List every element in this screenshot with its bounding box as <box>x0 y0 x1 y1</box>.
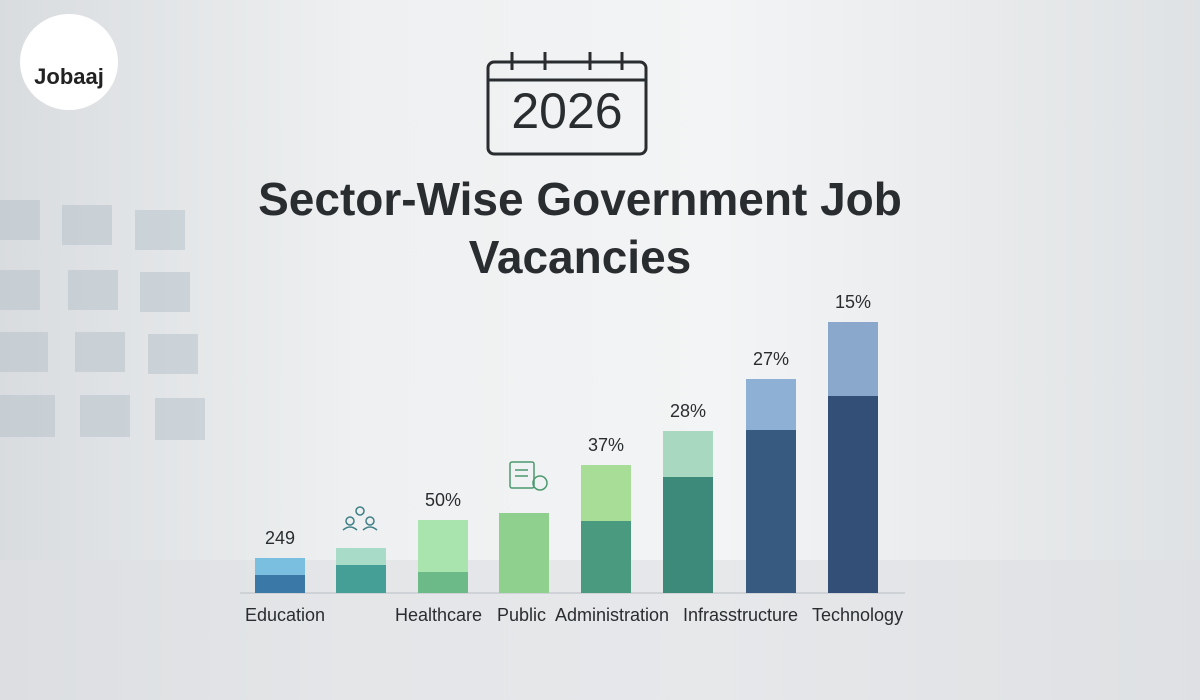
bar-segment <box>663 431 713 477</box>
data-label: 249 <box>265 528 295 548</box>
bar-segment <box>663 477 713 593</box>
calendar-icon <box>486 52 648 156</box>
bar-segment <box>828 396 878 593</box>
bar-segment <box>418 572 468 593</box>
logo-text[interactable]: Jobaaj <box>34 64 104 89</box>
data-label: 50% <box>425 490 461 510</box>
data-label: 37% <box>588 435 624 455</box>
bar-segment <box>418 520 468 572</box>
people-icon <box>342 506 378 531</box>
bar-segment <box>499 513 549 593</box>
background-blur <box>0 200 205 440</box>
data-label: 28% <box>670 401 706 421</box>
data-label: 15% <box>835 292 871 312</box>
bar-segment <box>336 548 386 565</box>
bar-segment <box>255 558 305 575</box>
year-badge: 2026 <box>511 83 623 139</box>
x-tick-label: Education <box>245 605 325 625</box>
x-tick-label: Healthcare <box>395 605 482 625</box>
bar-segment <box>746 430 796 593</box>
document-icon <box>509 461 548 491</box>
x-tick-label: Infrasstructure <box>683 605 798 625</box>
data-label: 27% <box>753 349 789 369</box>
bar-segment <box>336 565 386 593</box>
x-tick-label: Public <box>497 605 546 625</box>
logo[interactable]: Jobaaj <box>20 14 118 110</box>
chart-title: Sector-Wise Government Job Vacancies <box>258 173 902 283</box>
x-tick-label: Administration <box>555 605 669 625</box>
bar-segment <box>255 575 305 593</box>
bar-segment <box>746 379 796 430</box>
x-tick-label: Technology <box>812 605 903 625</box>
bar-segment <box>581 521 631 593</box>
bar-segment <box>828 322 878 396</box>
bar-segment <box>581 465 631 521</box>
